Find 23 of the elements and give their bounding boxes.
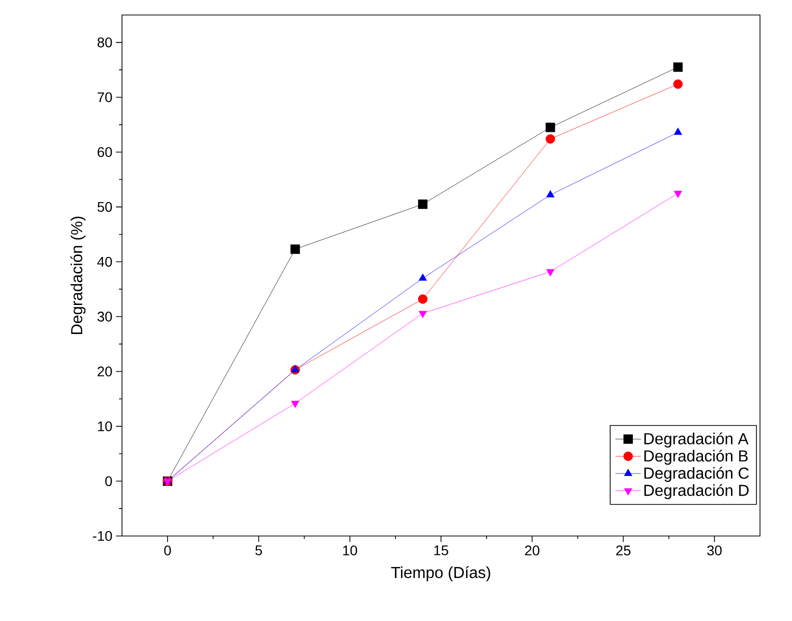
y-tick-label: 20 xyxy=(98,366,112,376)
y-tick-label: 70 xyxy=(98,92,112,102)
x-tick-label: 15 xyxy=(434,546,448,556)
y-tick-label: 0 xyxy=(105,476,112,486)
x-tick-label: 5 xyxy=(255,546,262,556)
x-tick-label: 25 xyxy=(616,546,630,556)
legend-label: Degradación A xyxy=(644,432,748,448)
y-tick-label: 40 xyxy=(97,256,112,267)
y-tick-label: 60 xyxy=(98,147,112,158)
y-tick-label: 80 xyxy=(98,37,112,48)
legend-label: Degradación D xyxy=(644,484,749,500)
y-tick-label: 10 xyxy=(98,421,112,432)
x-axis-title: Tiempo (Días) xyxy=(391,566,490,582)
x-tick-label: 20 xyxy=(525,546,540,556)
x-tick-label: 30 xyxy=(707,546,722,556)
x-tick-label: 0 xyxy=(164,546,171,556)
y-tick-label: 30 xyxy=(97,312,112,322)
x-tick-label: 10 xyxy=(343,546,358,556)
y-tick-label: 50 xyxy=(98,202,112,212)
legend-label: Degradación C xyxy=(644,466,749,482)
legend-label: Degradación B xyxy=(644,450,748,465)
y-axis-title: Degradación (%) xyxy=(70,216,86,334)
y-tick-label: -10 xyxy=(92,531,112,541)
